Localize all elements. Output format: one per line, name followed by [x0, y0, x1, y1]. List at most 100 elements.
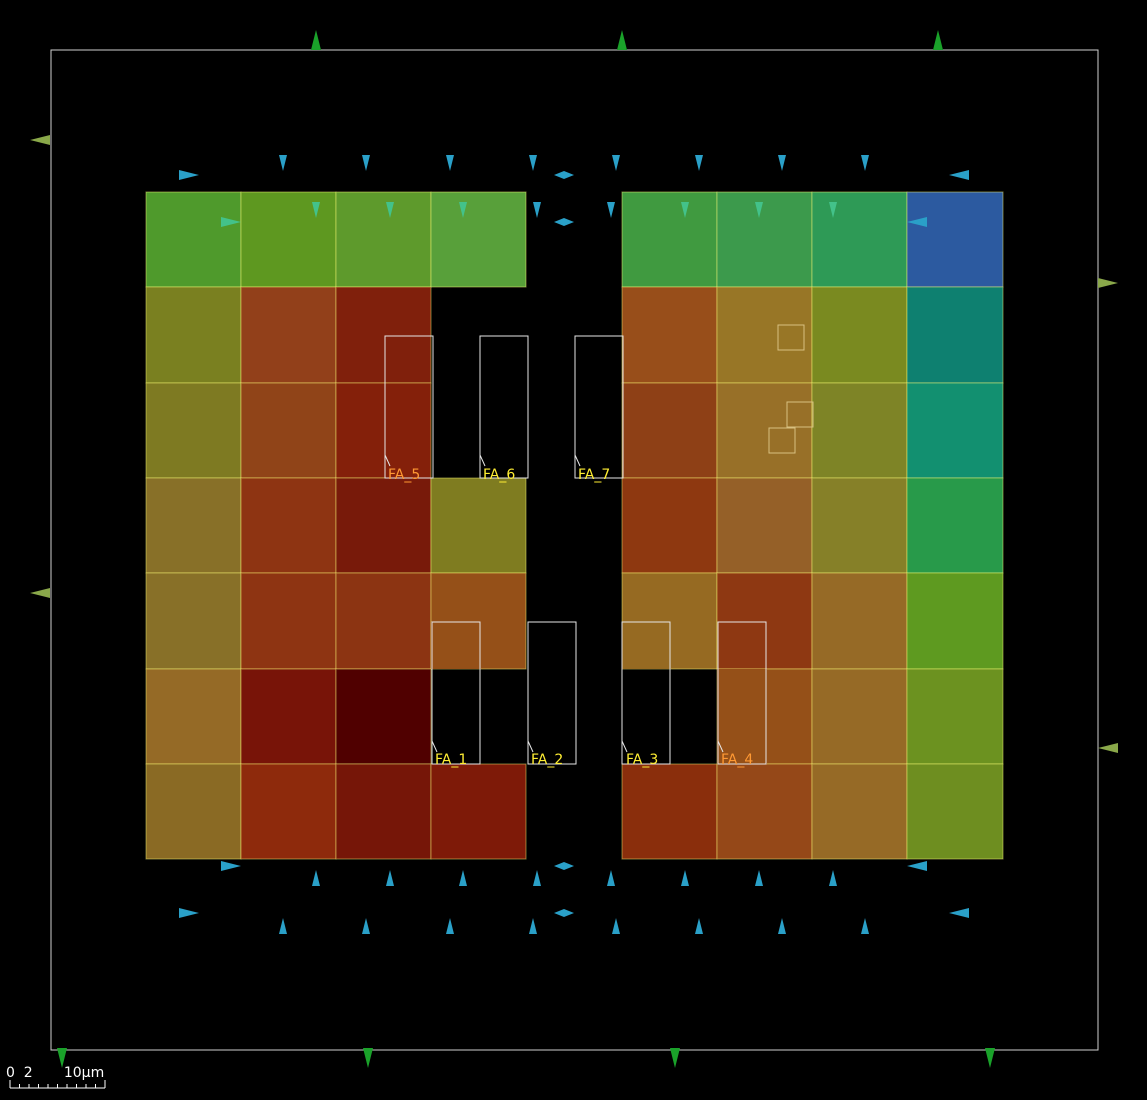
- pin-arrow-icon[interactable]: [362, 155, 370, 171]
- small-cell-outline[interactable]: [768, 427, 796, 454]
- label-leader: [431, 740, 438, 753]
- macro-outline-fa4[interactable]: [717, 621, 767, 765]
- pin-arrow-icon[interactable]: [446, 918, 454, 934]
- heatmap-tile: [430, 191, 527, 288]
- small-cell-outline[interactable]: [786, 401, 814, 428]
- pin-arrow-icon[interactable]: [279, 155, 287, 171]
- pin-arrow-icon[interactable]: [612, 155, 620, 171]
- pin-arrow-icon[interactable]: [1098, 743, 1118, 753]
- pin-arrow-icon[interactable]: [459, 870, 467, 886]
- label-fa6: FA_6: [483, 467, 515, 483]
- pin-arrow-icon[interactable]: [612, 918, 620, 934]
- macro-outline-fa3[interactable]: [621, 621, 671, 765]
- pin-arrow-icon[interactable]: [907, 861, 927, 871]
- pin-arrow-icon[interactable]: [533, 202, 541, 218]
- pin-arrow-icon[interactable]: [907, 217, 927, 227]
- pin-arrow-icon[interactable]: [755, 870, 763, 886]
- heatmap-tile: [430, 477, 527, 574]
- macro-outline-fa7[interactable]: [574, 335, 624, 479]
- heatmap-tile: [811, 668, 908, 765]
- pin-arrow-icon[interactable]: [695, 155, 703, 171]
- pin-arrow-icon[interactable]: [695, 918, 703, 934]
- pin-arrow-icon[interactable]: [529, 155, 537, 171]
- heatmap-tile: [621, 382, 718, 479]
- pin-arrow-icon[interactable]: [985, 1048, 995, 1068]
- pin-arrow-icon[interactable]: [861, 918, 869, 934]
- pin-arrow-icon[interactable]: [755, 202, 763, 218]
- heatmap-tile: [621, 191, 718, 288]
- scale-label: 0 2 10µm: [6, 1065, 104, 1081]
- pin-arrow-icon[interactable]: [949, 170, 969, 180]
- heatmap-tile: [335, 763, 432, 860]
- heatmap-tile: [240, 191, 337, 288]
- heatmap-tile: [431, 622, 481, 669]
- pin-arrow-icon[interactable]: [533, 870, 541, 886]
- heatmap-tile: [906, 477, 1004, 574]
- pin-arrow-icon[interactable]: [681, 202, 689, 218]
- pin-arrow-icon[interactable]: [30, 588, 50, 598]
- pin-arrow-icon[interactable]: [362, 918, 370, 934]
- label-leader: [574, 454, 581, 467]
- pin-arrow-icon[interactable]: [829, 202, 837, 218]
- label-fa1: FA_1: [435, 752, 467, 768]
- pin-arrow-icon[interactable]: [311, 30, 321, 50]
- heatmap-tile: [906, 382, 1004, 479]
- heatmap-tile: [335, 477, 432, 574]
- pin-arrow-icon[interactable]: [386, 870, 394, 886]
- pin-arrow-icon[interactable]: [670, 1048, 680, 1068]
- pin-arrow-icon[interactable]: [778, 918, 786, 934]
- pin-arrow-icon[interactable]: [861, 155, 869, 171]
- label-fa7: FA_7: [578, 467, 610, 483]
- pin-arrow-icon[interactable]: [778, 155, 786, 171]
- pin-arrow-icon[interactable]: [617, 30, 627, 50]
- heatmap-tile: [811, 286, 908, 384]
- pin-arrow-icon[interactable]: [949, 908, 969, 918]
- pin-arrow-icon[interactable]: [459, 202, 467, 218]
- heatmap-tile: [906, 668, 1004, 765]
- pin-arrow-icon[interactable]: [30, 135, 50, 145]
- pin-arrow-icon[interactable]: [829, 870, 837, 886]
- macro-outline-fa1[interactable]: [431, 621, 481, 765]
- pin-arrow-icon[interactable]: [312, 870, 320, 886]
- heatmap-tile: [335, 572, 432, 670]
- pin-arrow-icon[interactable]: [279, 918, 287, 934]
- heatmap-tile: [240, 477, 337, 574]
- heatmap-tile: [145, 191, 242, 288]
- pin-arrow-icon[interactable]: [607, 202, 615, 218]
- pin-arrow-icon[interactable]: [363, 1048, 373, 1068]
- pin-arrow-icon[interactable]: [1098, 278, 1118, 288]
- heatmap-tile: [335, 668, 432, 765]
- heatmap-tile: [240, 572, 337, 670]
- pin-diamond-icon[interactable]: [554, 862, 574, 870]
- label-fa5: FA_5: [388, 467, 420, 483]
- macro-outline-fa6[interactable]: [479, 335, 529, 479]
- pin-arrow-icon[interactable]: [933, 30, 943, 50]
- macro-outlines: [384, 324, 814, 765]
- heatmap-tile: [145, 763, 242, 860]
- pin-arrow-icon[interactable]: [221, 217, 241, 227]
- macro-outline-fa2[interactable]: [527, 621, 577, 765]
- pin-arrow-icon[interactable]: [529, 918, 537, 934]
- label-leader: [717, 740, 724, 753]
- heatmap-tile: [621, 477, 718, 574]
- pin-arrow-icon[interactable]: [179, 908, 199, 918]
- small-cell-outline[interactable]: [777, 324, 805, 351]
- pin-arrow-icon[interactable]: [386, 202, 394, 218]
- pin-arrow-icon[interactable]: [607, 870, 615, 886]
- pin-arrow-icon[interactable]: [446, 155, 454, 171]
- pin-diamond-icon[interactable]: [554, 171, 574, 179]
- pin-arrow-icon[interactable]: [57, 1048, 67, 1068]
- pin-diamond-icon[interactable]: [554, 909, 574, 917]
- heatmap-tile: [906, 286, 1004, 384]
- pin-arrow-icon[interactable]: [681, 870, 689, 886]
- pin-arrow-icon[interactable]: [312, 202, 320, 218]
- pin-arrow-icon[interactable]: [179, 170, 199, 180]
- macro-outline-fa5[interactable]: [384, 335, 434, 479]
- io-pin-markers: [30, 30, 1118, 1068]
- heatmap-tile: [240, 382, 337, 479]
- pin-arrow-icon[interactable]: [221, 861, 241, 871]
- heatmap-tile: [716, 572, 813, 670]
- pin-diamond-icon[interactable]: [554, 218, 574, 226]
- label-leader: [479, 454, 486, 467]
